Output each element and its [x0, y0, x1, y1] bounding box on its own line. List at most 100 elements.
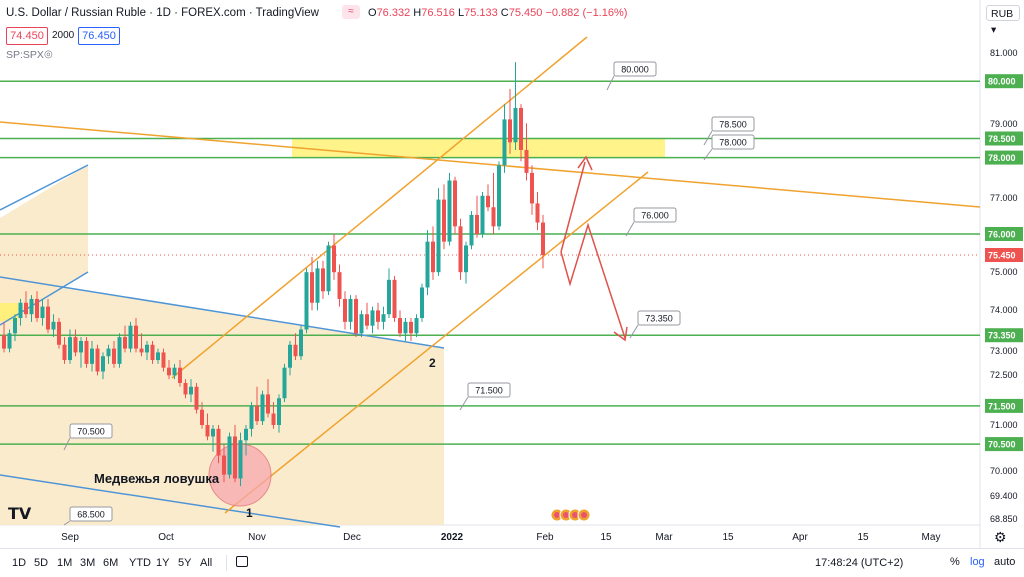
study-label[interactable]: SP:SPX: [6, 49, 44, 61]
toolbar-divider: [226, 555, 227, 571]
candle-body-91: [502, 119, 507, 166]
y-tick-6: 72.500: [990, 370, 1018, 380]
candle-body-98: [541, 222, 545, 255]
range-ytd[interactable]: YTD: [129, 557, 151, 569]
candle-body-69: [381, 314, 386, 322]
level-callout-6: 70.500: [63, 423, 113, 451]
price-chart[interactable]: 80.000 78.500 78.000 76.000 73.350 71.500 70.5…: [0, 0, 1024, 548]
candle-body-59: [326, 245, 331, 292]
event-flag-dot-1: [563, 512, 569, 518]
candle-body-47: [260, 394, 265, 422]
compare-icon[interactable]: ≈: [342, 5, 360, 19]
candle-body-54: [299, 329, 303, 357]
candle-body-6: [35, 298, 39, 319]
candle-body-62: [343, 298, 347, 322]
candle-body-10: [57, 321, 61, 345]
callout-pointer: [459, 396, 469, 411]
candle-body-71: [392, 279, 397, 319]
candle-body-36: [200, 409, 204, 425]
price-label-4: 73.350: [988, 331, 1016, 341]
range-6m[interactable]: 6M: [103, 557, 119, 569]
candle-body-60: [332, 245, 336, 273]
candle-body-20: [112, 348, 116, 364]
callout-text: 73.350: [645, 314, 673, 324]
candle-body-53: [293, 344, 298, 357]
candle-body-85: [469, 214, 474, 246]
candle-body-57: [315, 268, 320, 303]
descending-channel-bottom: [0, 474, 341, 528]
candle-body-65: [359, 314, 364, 334]
candle-body-32: [178, 367, 182, 383]
candle-body-14: [79, 340, 83, 353]
candle-body-72: [398, 318, 402, 334]
callout-text: 70.500: [77, 427, 105, 437]
candle-body-95: [524, 149, 529, 173]
settings-gear-icon[interactable]: ⚙: [994, 529, 1007, 545]
bid-price-button[interactable]: 74.450: [6, 27, 48, 45]
resistance-zone: [292, 138, 665, 158]
auto-toggle[interactable]: auto: [994, 556, 1016, 568]
candle-body-5: [29, 298, 34, 315]
price-label-bg-3: [985, 226, 1023, 241]
ohlc-high: H76.516: [413, 7, 455, 19]
tradingview-logo-icon[interactable]: 𝗧𝗩: [8, 506, 32, 523]
callout-box: [637, 310, 681, 326]
callout-text: 76.000: [641, 211, 669, 221]
x-tick-9: Apr: [792, 532, 808, 543]
projection-up-arrowhead: [577, 155, 593, 171]
range-1m[interactable]: 1M: [57, 557, 73, 569]
y-tick-3: 75.000: [990, 267, 1018, 277]
event-flag-dot-2: [572, 512, 578, 518]
price-label-bg-5: [985, 398, 1023, 413]
callout-pointer: [629, 324, 639, 339]
range-1y[interactable]: 1Y: [156, 557, 170, 569]
candle-body-35: [194, 386, 199, 410]
candle-body-68: [376, 310, 380, 322]
clock-label[interactable]: 17:48:24 (UTC+2): [815, 557, 904, 569]
callout-pointer: [63, 437, 71, 451]
candle-body-21: [117, 337, 122, 364]
candle-body-44: [244, 428, 248, 441]
level-callout-3: 76.000: [625, 207, 677, 237]
calendar-icon[interactable]: [236, 556, 248, 567]
point-2-label: 2: [429, 356, 436, 370]
range-5d[interactable]: 5D: [34, 557, 49, 569]
candle-body-45: [249, 405, 254, 429]
candle-body-89: [491, 207, 496, 227]
candle-body-11: [62, 344, 67, 361]
range-all[interactable]: All: [200, 557, 213, 569]
y-tick-4: 74.000: [990, 305, 1018, 315]
callout-box: [467, 382, 511, 398]
callout-box: [69, 423, 113, 439]
candle-body-13: [73, 337, 78, 353]
candle-body-34: [189, 386, 193, 395]
ask-price-button[interactable]: 76.450: [78, 27, 120, 45]
x-tick-3: Dec: [343, 532, 361, 543]
range-5y[interactable]: 5Y: [178, 557, 192, 569]
log-toggle[interactable]: log: [970, 556, 985, 568]
candle-body-0: [2, 335, 6, 349]
symbol-title[interactable]: U.S. Dollar / Russian Ruble · 1D · FOREX…: [6, 7, 319, 19]
candle-body-67: [370, 310, 375, 326]
candle-body-63: [348, 298, 353, 322]
candle-body-58: [321, 268, 325, 292]
eye-icon[interactable]: ◎: [44, 49, 53, 60]
candle-body-12: [68, 337, 72, 361]
y-tick-2: 77.000: [990, 193, 1018, 203]
candle-body-84: [464, 245, 468, 273]
range-1d[interactable]: 1D: [12, 557, 27, 569]
candle-body-22: [123, 337, 127, 349]
level-callout-7: 68.500: [63, 506, 113, 526]
candle-body-28: [156, 352, 160, 361]
ohlc-open: O76.332: [368, 7, 411, 19]
currency-selector[interactable]: RUB ▾: [986, 5, 1020, 36]
candle-body-78: [431, 241, 435, 273]
x-tick-2: Nov: [248, 532, 266, 543]
range-3m[interactable]: 3M: [80, 557, 96, 569]
callout-text: 68.500: [77, 510, 105, 520]
candle-body-92: [508, 119, 512, 143]
percent-toggle[interactable]: %: [950, 556, 960, 568]
candle-body-33: [183, 382, 188, 395]
candle-body-4: [24, 302, 28, 315]
x-tick-6: 15: [600, 532, 612, 543]
